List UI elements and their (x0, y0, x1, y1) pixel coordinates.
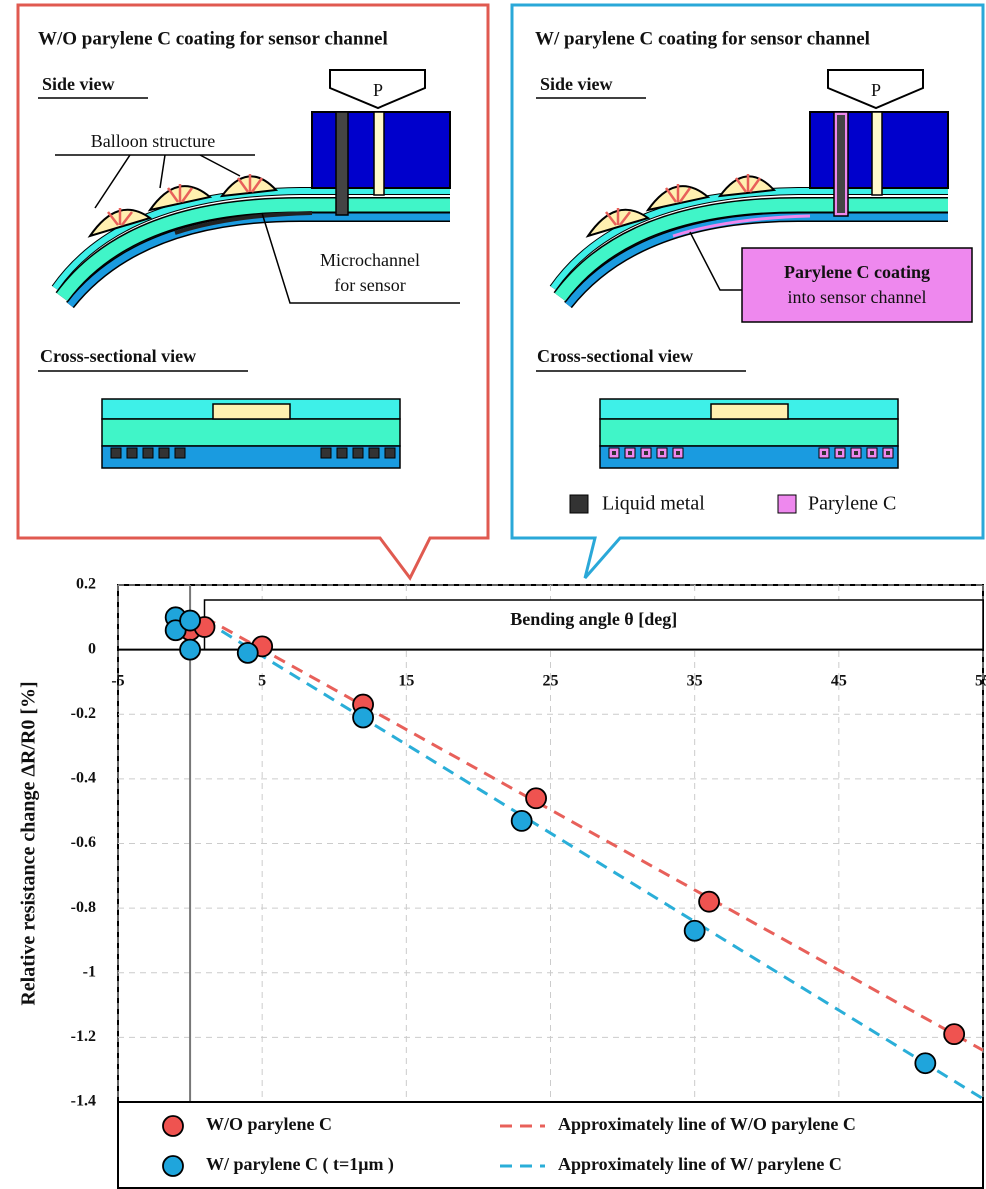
pressure-label: P (871, 80, 881, 100)
data-point (944, 1024, 964, 1044)
coating-label: Parylene C coating (784, 262, 930, 282)
side-view-label: Side view (540, 74, 613, 94)
data-point (180, 611, 200, 631)
y-tick-label: 0.2 (76, 576, 96, 593)
y-tick-label: -0.8 (71, 899, 96, 916)
data-point (699, 892, 719, 912)
y-tick-label: -0.6 (71, 834, 96, 851)
y-tick-label: -0.2 (71, 705, 96, 722)
legend-label: Approximately line of W/O parylene C (558, 1114, 856, 1134)
data-point (526, 788, 546, 808)
panel-title: W/O parylene C coating for sensor channe… (38, 28, 388, 49)
y-tick-label: -0.4 (71, 770, 96, 787)
balloon-label: Balloon structure (91, 131, 215, 151)
coating-label: into sensor channel (788, 287, 927, 307)
legend-label: Parylene C (808, 493, 896, 515)
legend-label: W/ parylene C ( t=1μm ) (206, 1154, 394, 1175)
legend-label: Liquid metal (602, 493, 705, 515)
legend-label: Approximately line of W/ parylene C (558, 1154, 842, 1174)
legend-marker (163, 1116, 183, 1136)
data-point (353, 707, 373, 727)
data-point (512, 811, 532, 831)
figure: 0.2 0 -0.2 -0.4 -0.6 -0.8 -1 -1.2 -1.4 Bending an… (0, 0, 986, 1189)
legend-marker (163, 1156, 183, 1176)
y-axis-title: Relative resistance change ΔR/R0 [%] (18, 681, 40, 1005)
data-point (180, 640, 200, 660)
x-tick-label: 45 (831, 672, 847, 689)
x-axis-title: Bending angle θ [deg] (510, 609, 677, 629)
chart: 0.2 0 -0.2 -0.4 -0.6 -0.8 -1 -1.2 -1.4 Bending an… (18, 576, 986, 1188)
side-view-label: Side view (42, 74, 115, 94)
y-tick-label: -1 (83, 963, 96, 980)
x-tick-label: 25 (543, 672, 559, 689)
x-tick-label: 55 (975, 672, 986, 689)
x-tick-label: 15 (398, 672, 414, 689)
channel-label: for sensor (334, 275, 405, 295)
panel-title: W/ parylene C coating for sensor channel (535, 28, 870, 49)
cross-view-label: Cross-sectional view (40, 346, 196, 366)
x-tick-label: 35 (687, 672, 703, 689)
y-tick-label: -1.2 (71, 1028, 96, 1045)
data-point (238, 643, 258, 663)
data-point (915, 1053, 935, 1073)
cross-view-label: Cross-sectional view (537, 346, 693, 366)
y-tick-label: 0 (88, 640, 96, 657)
channel-label: Microchannel (320, 250, 420, 270)
legend-label: W/O parylene C (206, 1114, 332, 1134)
data-point (685, 921, 705, 941)
x-tick-label: -5 (111, 672, 124, 689)
y-tick-label: -1.4 (71, 1093, 96, 1110)
pressure-label: P (373, 80, 383, 100)
x-tick-label: 5 (258, 672, 266, 689)
